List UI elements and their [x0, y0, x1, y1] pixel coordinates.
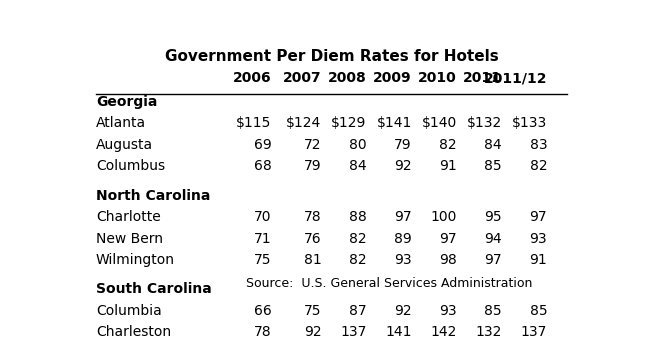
Text: 79: 79	[304, 159, 322, 173]
Text: 68: 68	[254, 159, 272, 173]
Text: 2010: 2010	[418, 71, 457, 85]
Text: 92: 92	[394, 304, 412, 318]
Text: 70: 70	[254, 210, 272, 224]
Text: 2011/12: 2011/12	[484, 71, 547, 85]
Text: 92: 92	[394, 159, 412, 173]
Text: Atlanta: Atlanta	[96, 116, 146, 130]
Text: 137: 137	[340, 325, 367, 339]
Text: 95: 95	[485, 210, 502, 224]
Text: $115: $115	[236, 116, 272, 130]
Text: 98: 98	[439, 253, 457, 267]
Text: 88: 88	[349, 210, 367, 224]
Text: 137: 137	[521, 325, 547, 339]
Text: $129: $129	[331, 116, 367, 130]
Text: 87: 87	[349, 304, 367, 318]
Text: 71: 71	[254, 232, 272, 245]
Text: Augusta: Augusta	[96, 138, 153, 152]
Text: 97: 97	[394, 210, 412, 224]
Text: Government Per Diem Rates for Hotels: Government Per Diem Rates for Hotels	[165, 49, 498, 64]
Text: 89: 89	[394, 232, 412, 245]
Text: 84: 84	[485, 138, 502, 152]
Text: 82: 82	[349, 232, 367, 245]
Text: 93: 93	[394, 253, 412, 267]
Text: 75: 75	[304, 304, 322, 318]
Text: 97: 97	[439, 232, 457, 245]
Text: 82: 82	[439, 138, 457, 152]
Text: 2006: 2006	[233, 71, 272, 85]
Text: 69: 69	[254, 138, 272, 152]
Text: 80: 80	[349, 138, 367, 152]
Text: $124: $124	[287, 116, 322, 130]
Text: 91: 91	[439, 159, 457, 173]
Text: North Carolina: North Carolina	[96, 189, 210, 203]
Text: 83: 83	[530, 138, 547, 152]
Text: 66: 66	[254, 304, 272, 318]
Text: 97: 97	[485, 253, 502, 267]
Text: 79: 79	[394, 138, 412, 152]
Text: 93: 93	[530, 232, 547, 245]
Text: Columbus: Columbus	[96, 159, 165, 173]
Text: 85: 85	[485, 304, 502, 318]
Text: Wilmington: Wilmington	[96, 253, 175, 267]
Text: 84: 84	[349, 159, 367, 173]
Text: 93: 93	[439, 304, 457, 318]
Text: 85: 85	[530, 304, 547, 318]
Text: 2011: 2011	[463, 71, 502, 85]
Text: 82: 82	[349, 253, 367, 267]
Text: 92: 92	[304, 325, 322, 339]
Text: 94: 94	[485, 232, 502, 245]
Text: 82: 82	[530, 159, 547, 173]
Text: Charlotte: Charlotte	[96, 210, 160, 224]
Text: $140: $140	[422, 116, 457, 130]
Text: 72: 72	[304, 138, 322, 152]
Text: 81: 81	[304, 253, 322, 267]
Text: Source:  U.S. General Services Administration: Source: U.S. General Services Administra…	[247, 276, 532, 290]
Text: 78: 78	[254, 325, 272, 339]
Text: $133: $133	[512, 116, 547, 130]
Text: Columbia: Columbia	[96, 304, 162, 318]
Text: 78: 78	[304, 210, 322, 224]
Text: 85: 85	[485, 159, 502, 173]
Text: 75: 75	[254, 253, 272, 267]
Text: 132: 132	[476, 325, 502, 339]
Text: 76: 76	[304, 232, 322, 245]
Text: $132: $132	[467, 116, 502, 130]
Text: $141: $141	[377, 116, 412, 130]
Text: 100: 100	[430, 210, 457, 224]
Text: 97: 97	[530, 210, 547, 224]
Text: 142: 142	[430, 325, 457, 339]
Text: South Carolina: South Carolina	[96, 282, 212, 296]
Text: Charleston: Charleston	[96, 325, 171, 339]
Text: 2009: 2009	[373, 71, 412, 85]
Text: 141: 141	[386, 325, 412, 339]
Text: 2007: 2007	[283, 71, 322, 85]
Text: New Bern: New Bern	[96, 232, 163, 245]
Text: 2008: 2008	[328, 71, 367, 85]
Text: Georgia: Georgia	[96, 95, 157, 109]
Text: 91: 91	[529, 253, 547, 267]
